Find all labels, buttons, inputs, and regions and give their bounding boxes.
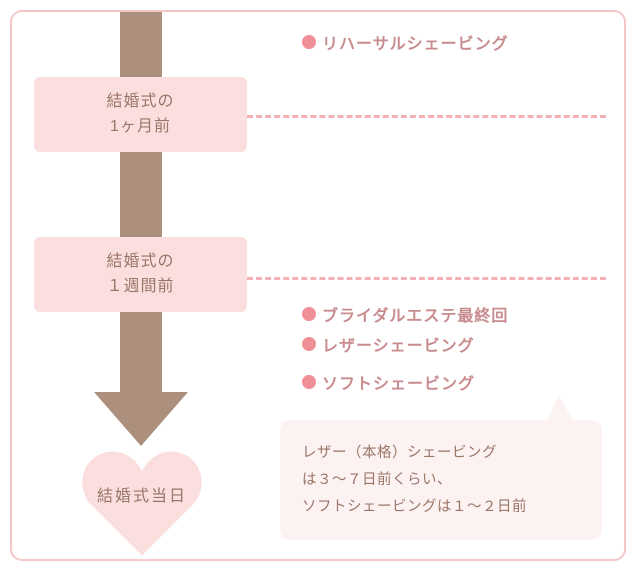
item-label: ブライダルエステ最終回 [322, 302, 508, 326]
bullet-icon [302, 337, 316, 351]
milestone-line: 1ヶ月前 [110, 115, 171, 140]
milestone-1week: 結婚式の １週間前 [34, 237, 247, 312]
dashed-line [247, 277, 606, 280]
bullet-icon [302, 375, 316, 389]
bubble-line: ソフトシェービングは１～２日前 [302, 494, 584, 521]
item-rehearsal-shaving: リハーサルシェービング [302, 30, 509, 54]
milestone-1month: 結婚式の 1ヶ月前 [34, 77, 247, 152]
heart-label: 結婚式当日 [82, 482, 202, 506]
arrow-head-icon [94, 392, 188, 446]
item-label: レザーシェービング [322, 332, 475, 356]
item-bridal-esthe-final: ブライダルエステ最終回 [302, 302, 508, 326]
milestone-line: 結婚式の [106, 250, 174, 275]
item-razor-shaving: レザーシェービング [302, 332, 475, 356]
dashed-line [247, 115, 606, 118]
item-label: ソフトシェービング [322, 370, 475, 394]
milestone-line: １週間前 [106, 275, 174, 300]
milestone-line: 結婚式の [106, 90, 174, 115]
item-soft-shaving: ソフトシェービング [302, 370, 475, 394]
bubble-line: は３～７日前くらい、 [302, 467, 584, 494]
bullet-icon [302, 35, 316, 49]
bullet-icon [302, 307, 316, 321]
bubble-line: レザー（本格）シェービング [302, 440, 584, 467]
arrow-shaft [120, 10, 162, 397]
item-label: リハーサルシェービング [322, 30, 509, 54]
note-bubble: レザー（本格）シェービング は３～７日前くらい、 ソフトシェービングは１～２日前 [280, 420, 602, 540]
timeline-frame: 結婚式の 1ヶ月前 結婚式の １週間前 リハーサルシェービング ブライダルエステ… [10, 10, 626, 561]
